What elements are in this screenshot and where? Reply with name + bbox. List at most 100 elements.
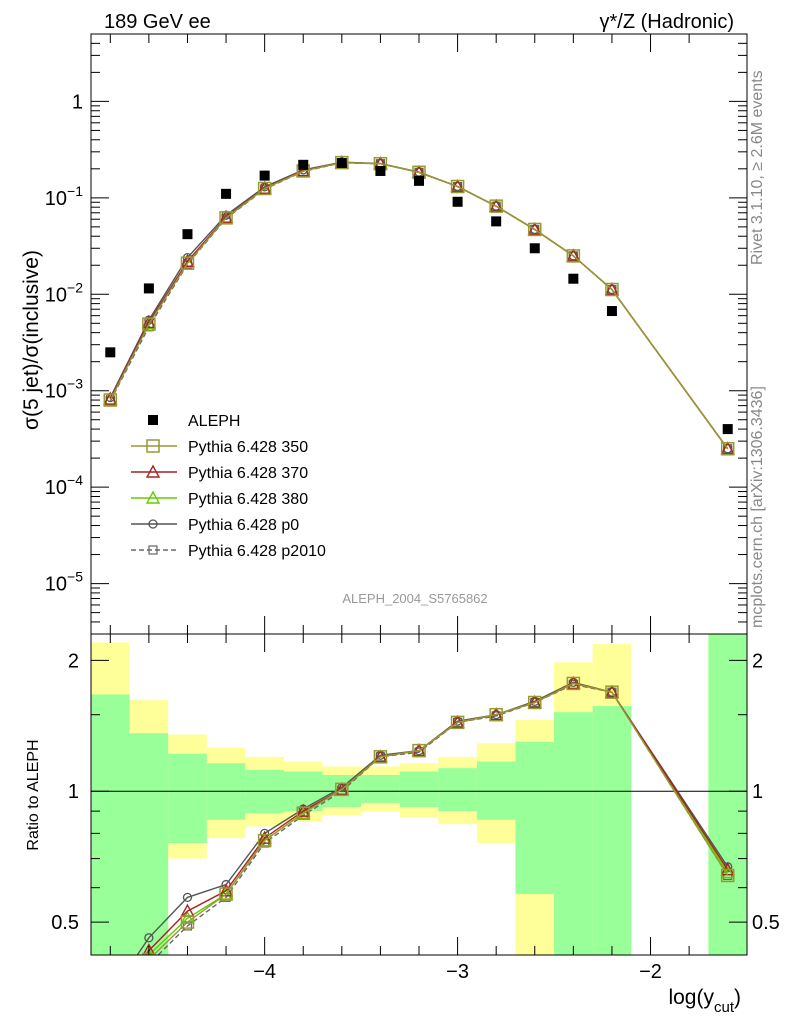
legend-marker	[145, 464, 161, 478]
ratio-series-group	[104, 675, 735, 1024]
mcplots-label: mcplots.cern.ch [arXiv:1306.3436]	[749, 386, 766, 628]
legend-marker	[148, 545, 158, 555]
data-point	[335, 155, 349, 170]
ratio-point	[180, 915, 195, 929]
y-tick-label: 10−4	[45, 472, 83, 499]
uncertainty-band-inner	[399, 771, 439, 807]
data-point-aleph	[529, 243, 540, 254]
ratio-point	[373, 750, 388, 764]
data-point-aleph	[336, 157, 347, 168]
data-point	[566, 248, 581, 262]
series-line-pythia-6-428-p0	[109, 161, 729, 450]
data-point	[528, 222, 542, 237]
uncertainty-band-inner	[129, 733, 169, 955]
ratio-point	[566, 675, 581, 690]
uncertainty-band-inner	[168, 753, 207, 844]
ratio-point	[144, 933, 154, 943]
data-point	[257, 181, 272, 196]
data-point-aleph	[143, 283, 154, 294]
series-line-pythia-6-428-p2010	[109, 162, 729, 450]
ratio-point	[411, 743, 427, 757]
uncertainty-band-inner	[708, 634, 747, 955]
y-tick-label: 10−3	[45, 376, 83, 403]
legend-marker	[146, 439, 160, 453]
ratio-point	[257, 833, 272, 848]
ratio-point	[182, 892, 193, 903]
data-point	[605, 282, 619, 297]
data-point	[180, 256, 195, 270]
header-process: γ*/Z (Hadronic)	[600, 11, 734, 33]
data-point	[218, 209, 234, 223]
ratio-point	[104, 1000, 116, 1011]
uncertainty-band-inner	[592, 706, 632, 955]
x-tick-label: −3	[446, 961, 469, 983]
data-point-aleph	[414, 175, 424, 186]
data-point	[489, 199, 503, 213]
ratio-point	[527, 695, 542, 709]
ratio-point	[257, 833, 272, 847]
ratio-point	[104, 1013, 116, 1024]
data-point-aleph	[606, 306, 617, 317]
legend-marker	[145, 490, 161, 504]
ratio-point	[142, 943, 156, 955]
legend-marker-aleph	[148, 415, 158, 425]
legend-label: Pythia 6.428 350	[188, 439, 308, 456]
ratio-point	[296, 806, 310, 820]
ratio-point	[104, 1006, 116, 1017]
y-tick-label: 10−1	[45, 183, 83, 210]
uncertainty-band-inner	[554, 712, 593, 955]
ratio-point	[412, 743, 426, 758]
data-point-aleph	[491, 216, 502, 227]
data-point	[103, 393, 118, 407]
ratio-point	[180, 910, 195, 925]
ratio-y-tick-label-right: 0.5	[752, 912, 780, 934]
data-point	[527, 221, 542, 236]
main-y-axis-label: σ(5 jet)/σ(inclusive)	[20, 250, 43, 430]
uncertainty-band-inner	[361, 774, 400, 803]
data-point	[720, 442, 735, 456]
legend-label: Pythia 6.428 380	[188, 491, 308, 508]
data-point	[566, 249, 581, 263]
ratio-y-tick-label: 0.5	[51, 912, 79, 934]
ratio-point	[106, 1015, 114, 1023]
uncertainty-band-inner	[476, 761, 516, 820]
ratio-point	[219, 887, 233, 901]
data-point	[450, 179, 465, 194]
legend-label: Pythia 6.428 p0	[188, 517, 299, 534]
ratio-y-tick-label-right: 1	[752, 781, 763, 803]
legend-label: ALEPH	[188, 413, 240, 430]
data-point-aleph	[105, 347, 116, 358]
uncertainty-band-inner	[91, 694, 130, 955]
legend: ALEPH Pythia 6.428 350 Pythia 6.428 370 Pyt…	[131, 413, 326, 560]
x-tick-label: −4	[253, 961, 276, 983]
analysis-id-label: ALEPH_2004_S5765862	[342, 591, 487, 606]
data-point	[604, 282, 620, 296]
ratio-point	[566, 676, 581, 691]
legend-label: Pythia 6.428 370	[188, 465, 308, 482]
data-point-aleph	[568, 273, 579, 284]
series-line-pythia-6-428-350	[109, 161, 729, 450]
ratio-plot-panel: 0.5 0.5 1 1 2 2 −4 −3 −2	[51, 633, 780, 1024]
data-point-aleph	[722, 424, 733, 435]
data-point	[103, 391, 118, 405]
data-point-aleph	[452, 196, 463, 207]
legend-marker	[148, 519, 158, 529]
data-point-aleph	[375, 165, 386, 176]
data-point-aleph	[259, 170, 270, 181]
uncertainty-band-inner	[438, 768, 477, 812]
data-point	[219, 211, 233, 225]
ratio-point	[450, 715, 465, 730]
ratio-point	[335, 782, 349, 797]
ratio-line-pythia-6-428-p0	[136, 681, 729, 955]
header-energy: 189 GeV ee	[104, 11, 211, 33]
data-point	[720, 441, 735, 455]
ratio-point	[528, 695, 542, 710]
x-tick-label: −2	[639, 961, 662, 983]
ratio-y-tick-label: 1	[68, 781, 79, 803]
ratio-point	[720, 868, 735, 883]
series-line-pythia-6-428-370	[109, 161, 729, 450]
main-plot-panel: 10−5 10−4 10−3 10−2 10−1 1	[45, 33, 748, 635]
ratio-point	[334, 781, 350, 796]
legend-label: Pythia 6.428 p2010	[188, 543, 326, 560]
data-point	[142, 317, 156, 331]
